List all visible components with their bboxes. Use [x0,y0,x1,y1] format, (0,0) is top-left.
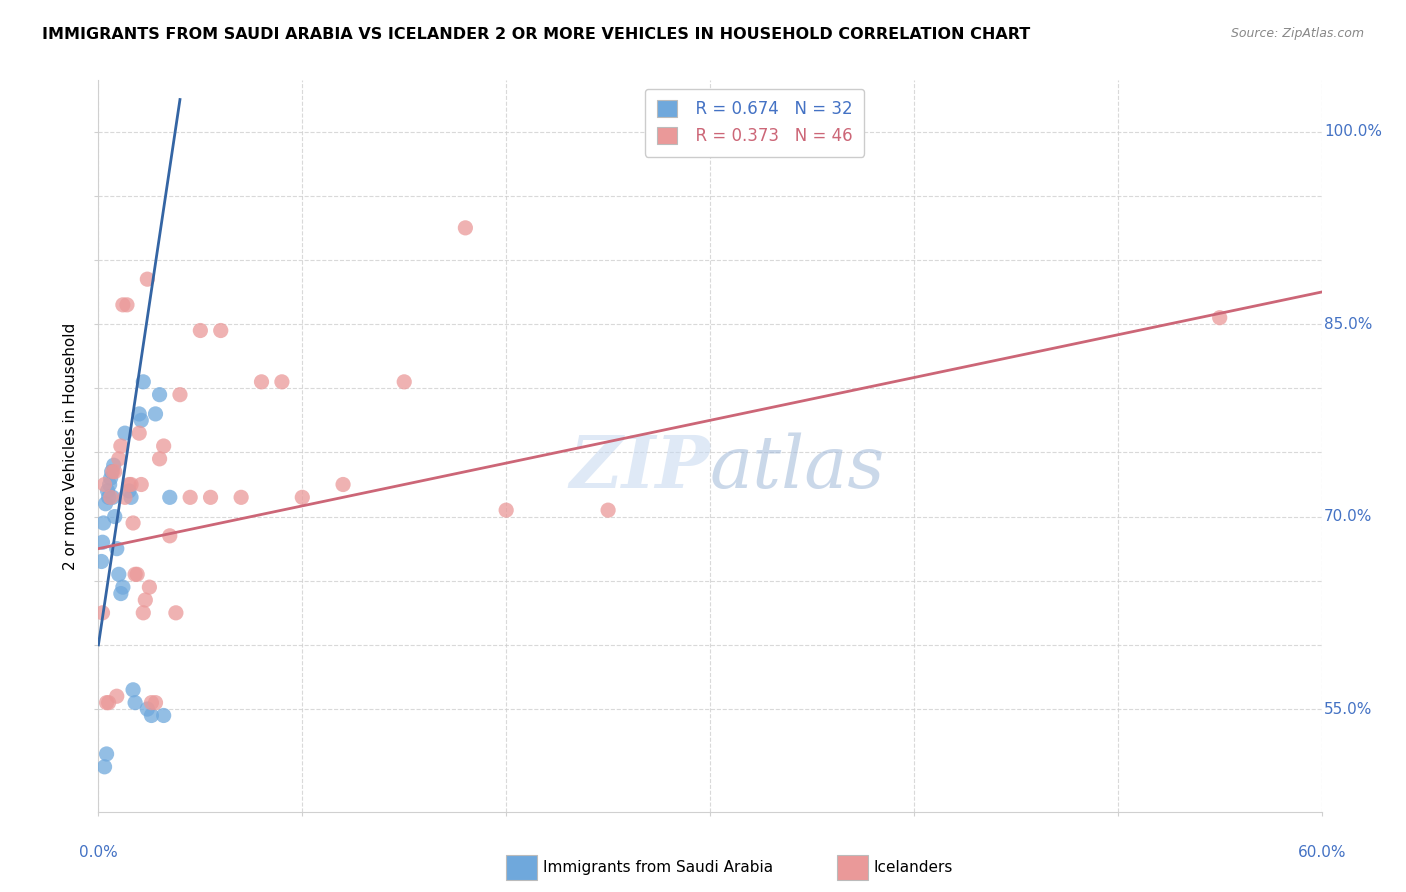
Point [149,451,172,466]
Point [100,471,122,485]
Point [101,465,124,479]
Point [104,509,127,524]
Point [93,516,115,530]
Point [114,491,136,505]
Point [129,477,152,491]
Text: 55.0%: 55.0% [1324,702,1372,716]
Text: Icelanders: Icelanders [873,861,952,875]
Point [122,516,145,530]
Point [120,491,142,505]
Point [104,465,127,479]
Point [392,375,416,389]
Point [128,426,150,441]
Point [94,497,117,511]
Text: 0.0%: 0.0% [79,845,118,860]
Point [332,477,354,491]
Point [699,118,721,132]
Text: IMMIGRANTS FROM SAUDI ARABIA VS ICELANDER 2 OR MORE VEHICLES IN HOUSEHOLD CORREL: IMMIGRANTS FROM SAUDI ARABIA VS ICELANDE… [42,27,1031,42]
Text: 85.0%: 85.0% [1324,317,1372,332]
Point [91,535,114,549]
Point [134,593,156,607]
Point [124,567,146,582]
Point [90,554,112,568]
Point [596,503,619,517]
Point [188,324,212,338]
Point [98,477,121,491]
Point [159,529,181,543]
Point [179,491,201,505]
Point [270,375,294,389]
Point [136,272,159,286]
Point [108,567,131,582]
Point [145,696,167,710]
Point [129,413,152,427]
Point [1208,310,1232,325]
Point [145,407,167,421]
Text: 60.0%: 60.0% [1298,845,1346,860]
Point [105,690,128,704]
Point [100,491,122,505]
Point [91,606,114,620]
Point [108,451,131,466]
Point [111,580,134,594]
Point [118,483,141,498]
Point [231,491,253,505]
Text: ZIP: ZIP [569,433,710,503]
Point [127,567,149,582]
Point [152,708,174,723]
Text: Immigrants from Saudi Arabia: Immigrants from Saudi Arabia [543,861,773,875]
Point [132,606,155,620]
Point [103,458,125,473]
Point [128,407,150,421]
Point [138,580,160,594]
Point [93,760,115,774]
Point [120,477,142,491]
Point [97,483,120,498]
Point [110,439,132,453]
Point [118,477,141,491]
Point [209,324,232,338]
Point [169,387,191,401]
Legend:   R = 0.674   N = 32,   R = 0.373   N = 46: R = 0.674 N = 32, R = 0.373 N = 46 [645,88,865,157]
Point [141,708,163,723]
Point [110,586,132,600]
Point [105,541,128,556]
Point [96,696,118,710]
Point [250,375,273,389]
Point [115,298,138,312]
Point [96,747,118,761]
Point [114,426,136,441]
Point [136,702,159,716]
Point [200,491,222,505]
Point [101,491,124,505]
Point [454,220,477,235]
Point [291,491,314,505]
Point [124,696,146,710]
Point [93,477,115,491]
Point [141,696,163,710]
Point [97,491,120,505]
Y-axis label: 2 or more Vehicles in Household: 2 or more Vehicles in Household [63,322,79,570]
Text: Source: ZipAtlas.com: Source: ZipAtlas.com [1230,27,1364,40]
Point [495,503,517,517]
Point [97,696,120,710]
Point [111,298,134,312]
Text: 100.0%: 100.0% [1324,124,1382,139]
Text: 70.0%: 70.0% [1324,509,1372,524]
Point [149,387,172,401]
Point [159,491,181,505]
Point [152,439,174,453]
Point [122,682,145,697]
Point [100,465,122,479]
Point [165,606,187,620]
Text: atlas: atlas [710,433,886,503]
Point [132,375,155,389]
